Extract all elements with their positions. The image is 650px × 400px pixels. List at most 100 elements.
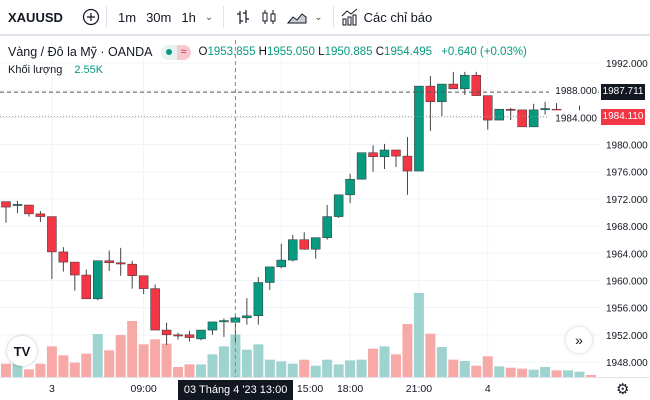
candle-down	[1, 201, 11, 223]
interval-dropdown-chevron-icon[interactable]: ⌄	[204, 11, 214, 23]
chart-settings-gear-icon[interactable]: ⚙	[616, 381, 630, 398]
volume-bar	[413, 293, 424, 377]
volume-bar	[528, 369, 539, 377]
tradingview-logo[interactable]: TV	[7, 336, 37, 366]
interval-1h[interactable]: 1h	[181, 0, 195, 34]
plus-circle-icon	[82, 8, 100, 26]
market-status-badge[interactable]: ≈	[160, 44, 191, 60]
scroll-to-realtime-button[interactable]: »	[566, 327, 592, 353]
candle-down	[299, 232, 309, 250]
volume-bar	[46, 346, 57, 377]
top-toolbar: XAUUSD 1m 30m 1h ⌄ ⌄ Các chỉ báo	[0, 0, 650, 36]
candle-body	[58, 251, 69, 263]
divider	[223, 6, 225, 28]
candle-down	[35, 211, 46, 223]
volume-bar	[345, 360, 356, 377]
interval-30m[interactable]: 30m	[146, 0, 171, 34]
volume-bar	[333, 364, 344, 377]
candle-body	[402, 155, 413, 172]
price-tick-label: 1988.000	[555, 86, 597, 97]
candle-body	[471, 74, 482, 96]
interval-1m[interactable]: 1m	[118, 0, 136, 34]
volume-bar	[207, 354, 218, 377]
price-tick-label: 1952.000	[606, 331, 648, 342]
time-tick-label: 4	[485, 383, 491, 395]
change-value: +0.640 (+0.03%)	[441, 46, 527, 58]
candle-body	[425, 85, 436, 102]
volume-bar	[471, 365, 482, 377]
candle-body	[161, 329, 172, 336]
candle-down	[104, 250, 114, 271]
candles-chart-type-button[interactable]	[261, 0, 277, 34]
volume-bar	[482, 356, 493, 377]
area-chart-type-button[interactable]	[287, 0, 307, 34]
symbol-search-button[interactable]: XAUUSD	[8, 0, 76, 34]
candle-up	[494, 108, 504, 121]
volume-label[interactable]: Khối lượng	[8, 64, 63, 76]
candle-down	[368, 145, 378, 172]
bar-chart-type-button[interactable]	[235, 0, 251, 34]
indicators-icon	[341, 8, 357, 26]
price-tick-label: 1960.000	[606, 276, 648, 287]
candle-body	[173, 334, 183, 337]
volume-bar	[195, 364, 206, 377]
volume-bar	[253, 344, 264, 377]
approx-data-icon: ≈	[176, 44, 191, 60]
candle-body	[219, 320, 229, 323]
volume-bar	[425, 333, 436, 377]
candle-body	[540, 108, 550, 110]
candle-down	[24, 204, 34, 217]
candle-up	[242, 298, 252, 325]
interval-label: 1m	[118, 9, 137, 25]
indicators-button[interactable]: Các chỉ báo	[340, 0, 433, 34]
price-tick-label: 1980.000	[606, 141, 648, 152]
candle-down	[184, 330, 195, 342]
candle-down	[150, 284, 160, 331]
ohlc-values: O1953.855 H1955.050 L1950.885 C1954.495 …	[199, 46, 527, 58]
volume-bar	[264, 359, 275, 377]
candle-down	[115, 247, 126, 276]
price-tick-label: 1972.000	[606, 195, 648, 206]
compare-symbol-button[interactable]	[82, 0, 100, 34]
high-value: 1955.050	[266, 46, 315, 58]
interval-label: 1h	[181, 9, 196, 25]
volume-bar	[69, 362, 80, 377]
volume-bar	[23, 369, 34, 377]
volume-bar	[127, 321, 138, 377]
candle-body	[93, 260, 103, 300]
double-chevron-right-icon: »	[575, 332, 583, 348]
candle-up	[333, 194, 344, 218]
candle-body	[437, 83, 447, 102]
candle-down	[138, 275, 149, 295]
candle-body	[494, 108, 504, 121]
candle-down	[402, 137, 413, 195]
volume-bar	[368, 348, 379, 377]
candle-body	[379, 149, 390, 158]
volume-bar	[356, 359, 367, 377]
candle-body	[81, 274, 92, 300]
volume-bar	[390, 354, 401, 377]
volume-bar	[574, 371, 585, 377]
time-tick-label: 3	[49, 383, 55, 395]
candle-down	[505, 107, 516, 121]
indicators-label: Các chỉ báo	[363, 9, 433, 25]
volume-bar	[310, 365, 321, 377]
volume-bar	[241, 349, 252, 377]
symbol-title[interactable]: Vàng / Đô la Mỹ · OANDA	[8, 45, 153, 59]
crosshair-price-label: 1987.711	[601, 84, 645, 101]
open-value: 1953.855	[207, 46, 256, 58]
volume-bar	[287, 363, 298, 377]
volume-bar	[299, 359, 310, 377]
candle-up	[219, 318, 229, 337]
candle-body	[322, 216, 332, 238]
volume-bar	[276, 361, 287, 377]
bars-icon	[237, 10, 250, 24]
candle-body	[368, 152, 378, 158]
chart-type-dropdown-chevron-icon[interactable]: ⌄	[314, 11, 323, 23]
price-tick-label: 1976.000	[606, 168, 648, 179]
candle-body	[299, 239, 309, 250]
close-value: 1954.495	[384, 46, 433, 58]
candle-up	[540, 101, 550, 115]
volume-bar	[494, 366, 505, 377]
